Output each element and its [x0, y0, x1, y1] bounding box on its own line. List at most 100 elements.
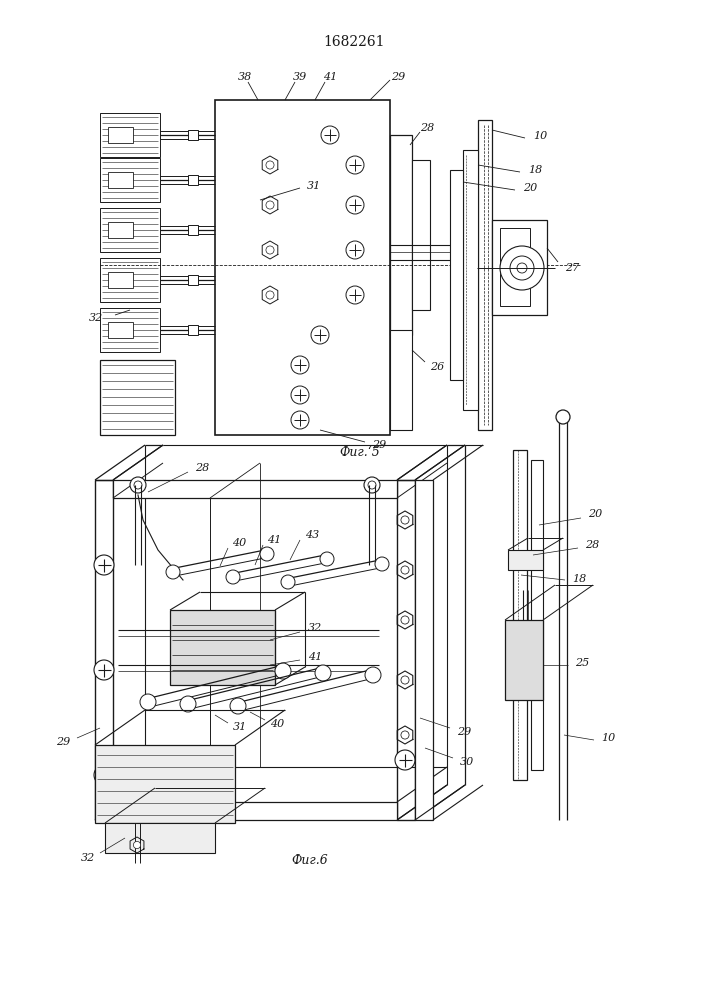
Circle shape: [94, 660, 114, 680]
Circle shape: [226, 570, 240, 584]
Circle shape: [134, 841, 141, 849]
Bar: [100, 113, 160, 157]
Bar: [513, 450, 527, 780]
Bar: [108, 222, 133, 238]
Text: 28: 28: [195, 463, 209, 473]
Circle shape: [266, 201, 274, 209]
Circle shape: [230, 698, 246, 714]
Text: 29: 29: [457, 727, 472, 737]
Text: 41: 41: [308, 652, 322, 662]
Text: 41: 41: [323, 72, 337, 82]
Circle shape: [266, 246, 274, 254]
Circle shape: [556, 410, 570, 424]
Bar: [463, 150, 478, 410]
Text: 31: 31: [307, 181, 321, 191]
Circle shape: [401, 676, 409, 684]
Circle shape: [375, 557, 389, 571]
Circle shape: [365, 667, 381, 683]
Bar: [450, 170, 463, 380]
Circle shape: [320, 552, 334, 566]
Bar: [531, 460, 543, 770]
Bar: [390, 330, 412, 430]
Circle shape: [260, 547, 274, 561]
Bar: [100, 360, 175, 435]
Text: 43: 43: [305, 530, 320, 540]
Circle shape: [134, 481, 142, 489]
Text: 20: 20: [588, 509, 602, 519]
Bar: [492, 220, 547, 315]
Text: 38: 38: [238, 72, 252, 82]
Circle shape: [315, 665, 331, 681]
Bar: [188, 175, 198, 185]
Text: 18: 18: [528, 165, 542, 175]
Circle shape: [346, 156, 364, 174]
Text: Фuг.6: Фuг.6: [291, 854, 328, 866]
Circle shape: [401, 731, 409, 739]
Text: 10: 10: [533, 131, 547, 141]
Text: 29: 29: [391, 72, 405, 82]
Circle shape: [517, 263, 527, 273]
Circle shape: [401, 516, 409, 524]
Text: 32: 32: [308, 623, 322, 633]
Bar: [108, 322, 133, 338]
Text: 40: 40: [270, 719, 284, 729]
Text: 26: 26: [430, 362, 444, 372]
Bar: [113, 480, 397, 498]
Circle shape: [266, 161, 274, 169]
Text: 25: 25: [575, 658, 589, 668]
Bar: [215, 100, 390, 435]
Text: 40: 40: [232, 538, 246, 548]
Bar: [505, 620, 543, 700]
Bar: [108, 172, 133, 188]
Circle shape: [510, 256, 534, 280]
Bar: [390, 135, 412, 335]
Circle shape: [500, 246, 544, 290]
Circle shape: [395, 750, 415, 770]
Text: 18: 18: [572, 574, 586, 584]
Circle shape: [281, 575, 295, 589]
Text: 41: 41: [267, 535, 281, 545]
Bar: [508, 550, 543, 570]
Text: 32: 32: [89, 313, 103, 323]
Bar: [95, 480, 113, 820]
Bar: [95, 745, 235, 823]
Text: 10: 10: [601, 733, 615, 743]
Circle shape: [94, 765, 114, 785]
Bar: [500, 228, 530, 306]
Bar: [113, 802, 397, 820]
Bar: [100, 208, 160, 252]
Circle shape: [321, 126, 339, 144]
Text: 29: 29: [372, 440, 386, 450]
Circle shape: [401, 566, 409, 574]
Bar: [105, 823, 215, 853]
Text: 27: 27: [565, 263, 579, 273]
Circle shape: [291, 386, 309, 404]
Text: 28: 28: [585, 540, 600, 550]
Circle shape: [311, 326, 329, 344]
Bar: [188, 325, 198, 335]
Text: 1682261: 1682261: [323, 35, 385, 49]
Bar: [100, 258, 160, 302]
Bar: [108, 272, 133, 288]
Bar: [478, 120, 492, 430]
Circle shape: [346, 241, 364, 259]
Text: 28: 28: [420, 123, 434, 133]
Bar: [100, 308, 160, 352]
Circle shape: [94, 555, 114, 575]
Circle shape: [130, 477, 146, 493]
Text: 30: 30: [460, 757, 474, 767]
Bar: [100, 158, 160, 202]
Text: 31: 31: [233, 722, 247, 732]
Circle shape: [166, 565, 180, 579]
Circle shape: [346, 196, 364, 214]
Circle shape: [401, 616, 409, 624]
Circle shape: [275, 663, 291, 679]
Text: 20: 20: [523, 183, 537, 193]
Circle shape: [368, 481, 376, 489]
Circle shape: [291, 411, 309, 429]
Circle shape: [291, 356, 309, 374]
Bar: [108, 127, 133, 143]
Bar: [188, 130, 198, 140]
Circle shape: [346, 286, 364, 304]
Bar: [397, 480, 415, 820]
